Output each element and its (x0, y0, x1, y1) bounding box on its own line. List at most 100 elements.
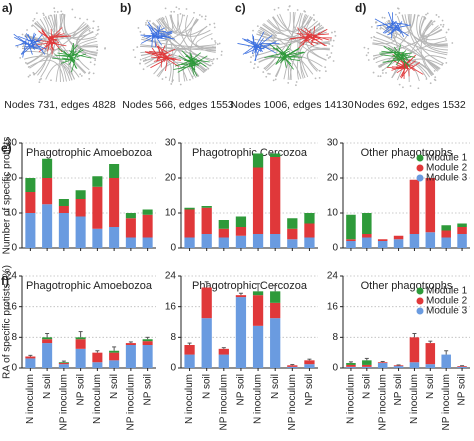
bar-segment (270, 291, 281, 303)
network-node (394, 13, 397, 16)
network-edge (50, 29, 53, 44)
network-node (173, 10, 176, 13)
network-node (53, 7, 56, 10)
network-node (178, 7, 180, 10)
network-node (367, 59, 370, 61)
legend-marker (416, 164, 424, 172)
panel-label: c) (235, 1, 246, 15)
network-node (22, 44, 25, 46)
network-node (397, 7, 400, 10)
network (132, 6, 223, 86)
network-edge (393, 53, 403, 60)
bar-segment (346, 363, 356, 365)
network-edge (282, 43, 292, 55)
network-node (80, 75, 83, 77)
chart-title: Phagotrophic Amoebozoa (26, 280, 153, 292)
network (363, 7, 454, 90)
network-node (132, 49, 135, 51)
network-edge (283, 12, 296, 80)
network-edge (68, 44, 78, 57)
network-edge (254, 43, 258, 53)
bar-segment (125, 343, 136, 345)
network-edge (190, 65, 195, 76)
network-node (213, 26, 216, 29)
network-node (379, 75, 382, 78)
legend-marker (416, 174, 424, 182)
legend-marker (416, 154, 424, 162)
network-edge (191, 62, 202, 67)
y-tick-label: 0 (11, 363, 17, 374)
network-node (303, 10, 306, 12)
bar-segment (235, 235, 247, 248)
chart-title: Phagotrophic Amoebozoa (26, 147, 153, 159)
network-node (88, 78, 91, 80)
network-node (86, 18, 89, 21)
network-edge (13, 33, 33, 49)
network-edge (154, 36, 156, 48)
network-edge (71, 59, 76, 73)
network-edge (158, 35, 175, 40)
y-tick-label: 10 (6, 208, 18, 219)
bar-segment (304, 223, 315, 238)
bar-segment (393, 235, 404, 240)
network-edge (193, 55, 208, 66)
x-tick-label: NP inoculum (377, 374, 388, 431)
network-edge (390, 25, 398, 35)
network-node (43, 14, 45, 17)
bar-segment (75, 348, 86, 368)
network-node (277, 6, 280, 9)
network-edge (242, 44, 256, 55)
panel-label: e) (1, 141, 12, 155)
network-edge (401, 54, 408, 58)
bar-segment (287, 366, 298, 368)
bar-segment (457, 227, 467, 234)
network-node (445, 38, 447, 40)
network-node (40, 77, 42, 80)
network-node (170, 10, 173, 13)
network-edge (376, 23, 391, 27)
bar-segment (270, 302, 281, 319)
network-node (265, 75, 268, 78)
network-edge (25, 33, 33, 42)
network-node (434, 76, 437, 79)
bar-segment (109, 178, 120, 227)
network-edge (404, 14, 438, 72)
bar-segment (109, 227, 120, 248)
network-node (137, 27, 140, 29)
network-node (53, 10, 56, 13)
network-edge (165, 57, 179, 67)
bar-segment (287, 239, 298, 248)
x-tick-label: NP soil (304, 374, 315, 406)
x-tick-label: NP soil (142, 374, 153, 406)
bar-segment (252, 325, 264, 368)
bar-segment (184, 209, 195, 238)
bar-segment (109, 350, 120, 353)
network-node (383, 16, 386, 19)
network-edge (154, 27, 160, 33)
bar-segment (125, 218, 136, 238)
network-edge (281, 55, 298, 59)
network-edge (54, 54, 73, 58)
network-edge (299, 35, 313, 40)
y-tick-label: 8 (332, 332, 338, 343)
bar-segment (109, 360, 120, 368)
network-edge (190, 18, 216, 53)
bar-segment (377, 239, 388, 241)
network-edge (387, 47, 400, 55)
network-edge (245, 46, 260, 55)
network-node (33, 18, 36, 20)
network-edge (243, 39, 261, 49)
network-edge (423, 19, 448, 47)
network-edge (47, 14, 56, 33)
bar-segment (235, 295, 247, 298)
x-tick-label: N soil (270, 374, 281, 399)
y-tick-label: 0 (11, 243, 17, 254)
network-edge (279, 54, 289, 64)
network-node (92, 72, 95, 75)
bar-segment (109, 352, 120, 361)
network-node (216, 57, 219, 60)
network-edge (31, 43, 47, 50)
network-edge (21, 44, 34, 55)
chart-title: Other phagotrophs (361, 147, 453, 159)
bar-segment (58, 363, 69, 365)
